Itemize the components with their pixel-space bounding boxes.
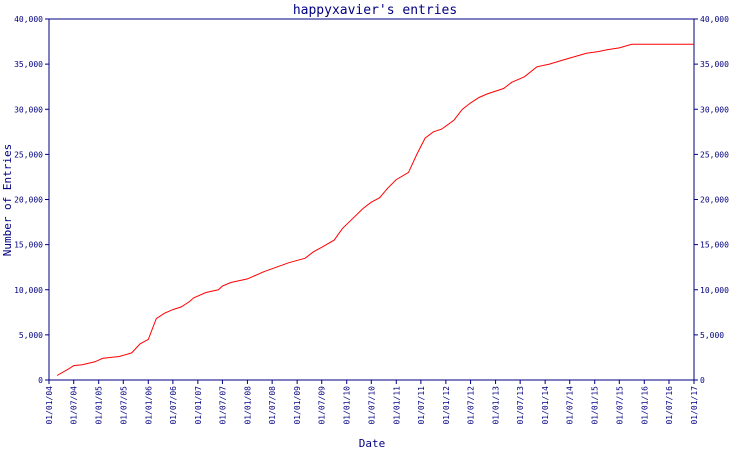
- y-tick-label: 20,000: [14, 196, 43, 205]
- y-tick-label-right: 25,000: [700, 150, 729, 159]
- x-tick-label: 01/01/06: [144, 386, 153, 425]
- y-tick-label: 30,000: [14, 105, 43, 114]
- x-tick-label: 01/07/06: [169, 386, 178, 425]
- x-axis-title: Date: [359, 437, 386, 450]
- y-tick-label: 0: [38, 376, 43, 385]
- y-axis-left: 0 5,000 10,000 15,000 20,000 25,000 30,000 35,0…: [14, 15, 49, 385]
- y-tick-label-right: 10,000: [700, 286, 729, 295]
- x-tick-label: 01/07/10: [367, 386, 376, 425]
- x-tick-label: 01/07/12: [467, 386, 476, 425]
- x-tick-label: 01/01/13: [492, 386, 501, 425]
- y-axis-right: 0 5,000 10,000 15,000 20,000 25,000 30,000 35,0…: [694, 15, 729, 385]
- x-tick-label: 01/01/15: [591, 386, 600, 425]
- y-tick-label: 10,000: [14, 286, 43, 295]
- x-tick-label: 01/01/07: [194, 386, 203, 425]
- x-tick-label: 01/01/16: [640, 386, 649, 425]
- y-axis-title: Number of Entries: [1, 144, 14, 257]
- plot-frame: [48, 18, 695, 381]
- x-tick-label: 01/07/05: [119, 386, 128, 425]
- x-tick-label: 01/01/10: [343, 386, 352, 425]
- y-tick-label: 5,000: [19, 331, 43, 340]
- x-tick-label: 01/01/11: [392, 386, 401, 425]
- y-tick-label-right: 15,000: [700, 241, 729, 250]
- x-tick-label: 01/07/08: [268, 386, 277, 425]
- y-tick-label-right: 30,000: [700, 105, 729, 114]
- chart-title: happyxavier's entries: [293, 3, 457, 18]
- y-tick-label: 15,000: [14, 241, 43, 250]
- y-tick-label: 35,000: [14, 60, 43, 69]
- x-tick-label: 01/07/11: [417, 386, 426, 425]
- series-line: [56, 43, 694, 376]
- x-tick-label: 01/07/14: [566, 386, 575, 425]
- y-tick-label-right: 5,000: [700, 331, 724, 340]
- x-tick-label: 01/07/04: [70, 386, 79, 425]
- y-tick-label: 25,000: [14, 150, 43, 159]
- x-tick-label: 01/01/05: [95, 386, 104, 425]
- y-tick-label-right: 35,000: [700, 60, 729, 69]
- x-tick-label: 01/01/04: [45, 386, 54, 425]
- x-tick-label: 01/01/12: [442, 386, 451, 425]
- x-tick-label: 01/07/09: [318, 386, 327, 425]
- x-tick-label: 01/07/15: [615, 386, 624, 425]
- y-tick-label-right: 20,000: [700, 196, 729, 205]
- x-tick-label: 01/07/16: [665, 386, 674, 425]
- y-tick-label-right: 40,000: [700, 15, 729, 24]
- x-tick-label: 01/01/08: [243, 386, 252, 425]
- x-tick-label: 01/07/07: [218, 386, 227, 425]
- x-tick-label: 01/07/13: [516, 386, 525, 425]
- y-tick-label: 40,000: [14, 15, 43, 24]
- x-tick-label: 01/01/14: [541, 386, 550, 425]
- x-tick-label: 01/01/09: [293, 386, 302, 425]
- x-tick-label: 01/01/17: [690, 386, 699, 425]
- y-tick-label-right: 0: [700, 376, 705, 385]
- x-axis: 01/01/04 01/07/04 01/01/05 01/07/05 01/01/06…: [45, 380, 699, 425]
